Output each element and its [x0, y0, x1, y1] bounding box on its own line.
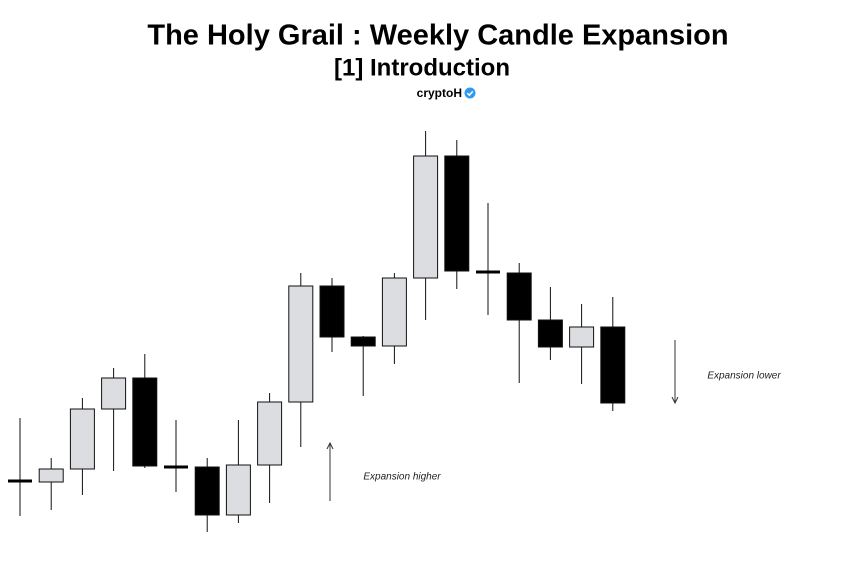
candle-body [444, 155, 470, 272]
verified-badge [464, 87, 476, 99]
candle-body [569, 326, 595, 348]
candle-body [350, 336, 376, 347]
candle-body [381, 277, 407, 347]
candle-body [319, 285, 345, 338]
candle-body [101, 377, 127, 410]
chart-subtitle: [1] Introduction [334, 54, 510, 81]
candle-body [288, 285, 314, 403]
candle-body [506, 272, 532, 321]
candle-body [600, 326, 626, 404]
candle-body [194, 466, 220, 516]
candle-body [537, 319, 563, 348]
candle-body [476, 270, 500, 274]
candle-body [132, 377, 158, 467]
candle-body [8, 479, 32, 483]
candle-body [225, 464, 251, 516]
arrow-down [671, 340, 679, 405]
chart-title: The Holy Grail : Weekly Candle Expansion [147, 20, 728, 52]
annotation: Expansion lower [707, 371, 781, 382]
arrow-up [326, 441, 334, 501]
candle-body [38, 468, 64, 483]
candle-body [413, 155, 439, 279]
candle-body [69, 408, 95, 470]
candle-body [164, 465, 188, 469]
annotation: Expansion higher [363, 472, 441, 483]
candle-body [257, 401, 283, 466]
author: cryptoH [417, 86, 462, 100]
